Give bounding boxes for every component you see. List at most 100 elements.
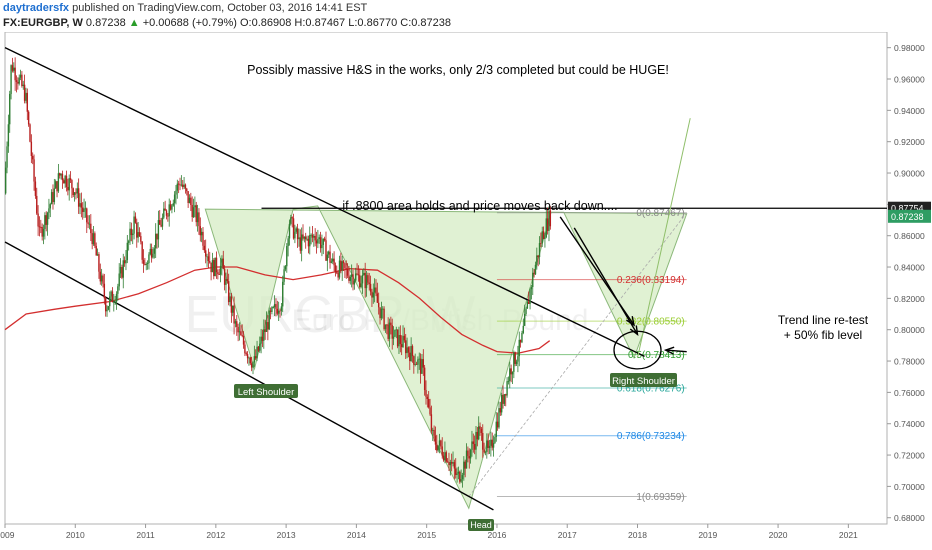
candle-body: [303, 236, 306, 239]
channel-line[interactable]: [4, 241, 494, 511]
candle-body: [140, 236, 142, 242]
arrow-head-icon: [626, 316, 636, 327]
candle-body: [537, 255, 539, 258]
label-left-shoulder[interactable]: Left Shoulder: [234, 384, 298, 398]
candle-body: [182, 184, 184, 187]
x-tick-label: 2013: [277, 530, 296, 540]
candle-body: [68, 178, 70, 191]
candle-body: [36, 195, 38, 214]
arrow-shaft[interactable]: [573, 227, 639, 335]
x-tick-label: 2018: [628, 530, 647, 540]
annotation-retest: Trend line re-test: [778, 313, 869, 327]
candle-body: [377, 302, 380, 308]
candle-body: [244, 344, 246, 354]
candle-body: [410, 346, 412, 362]
fibonacci-retracement[interactable]: 0(0.87467) 0.236(0.83194) 0.382(0.80550) 0.…: [468, 208, 688, 503]
candle-body: [415, 363, 418, 365]
candle-body: [257, 346, 260, 351]
candle-body: [326, 254, 329, 261]
candle-body: [259, 343, 261, 351]
channel-line[interactable]: [4, 47, 645, 357]
y-tick-label: 0.84000: [894, 263, 925, 273]
candle-body: [380, 308, 383, 319]
head-and-shoulders-pattern[interactable]: [204, 205, 688, 510]
change-arrow-icon: ▲: [128, 17, 140, 29]
candle-body: [355, 273, 357, 281]
candle-body: [133, 216, 135, 234]
candle-body: [449, 462, 452, 466]
candle-body: [76, 188, 79, 194]
candle-body: [18, 77, 20, 84]
candle-body: [240, 331, 242, 336]
candle-body: [175, 190, 177, 195]
y-tick-label: 0.80000: [894, 325, 925, 335]
candle-body: [90, 223, 92, 234]
y-tick-label: 0.68000: [894, 513, 925, 523]
candle-body: [275, 304, 277, 309]
author-name[interactable]: daytradersfx: [3, 2, 70, 14]
candle-body: [522, 325, 525, 333]
candle-body: [80, 203, 83, 208]
candle-body: [209, 261, 211, 263]
candle-body: [541, 231, 543, 244]
candle-body: [414, 363, 416, 365]
candle-body: [322, 238, 324, 245]
candle-body: [164, 208, 166, 211]
channel-lines[interactable]: [4, 47, 645, 511]
candle-body: [29, 124, 31, 142]
candle-body: [353, 280, 356, 285]
candle-body: [396, 329, 399, 347]
candle-body: [428, 398, 430, 408]
candle-body: [118, 273, 120, 287]
arrow-shaft[interactable]: [665, 349, 687, 353]
candle-body: [333, 258, 335, 266]
candle-body: [478, 426, 480, 440]
candle-body: [525, 308, 527, 315]
candle-body: [252, 362, 254, 368]
candle-body: [152, 253, 154, 258]
candle-body: [279, 310, 281, 312]
candle-body: [221, 258, 223, 266]
candle-body: [506, 381, 508, 396]
projection-arrows[interactable]: [559, 216, 687, 355]
time-axis-ticks: 2009 2010 2011 2012 2013 2014 2015 2016 2017 2018…: [0, 524, 858, 540]
annotation-headline: Possibly massive H&S in the works, only …: [247, 63, 669, 77]
candle-body: [161, 217, 164, 227]
candle-body: [214, 257, 216, 277]
candle-body: [421, 359, 423, 374]
candle-body: [256, 346, 258, 359]
candle-body: [82, 207, 84, 212]
candle-body: [38, 226, 41, 228]
candle-body: [77, 188, 80, 207]
candle-body: [329, 251, 331, 263]
candle-body: [145, 263, 147, 265]
candle-body: [88, 223, 91, 225]
label-right-shoulder[interactable]: Right Shoulder: [610, 373, 677, 387]
candle-body: [98, 254, 100, 272]
candle-body: [249, 357, 252, 364]
upside-projection-line[interactable]: [637, 118, 691, 359]
candle-body: [523, 314, 526, 326]
candle-body: [86, 208, 88, 223]
price-chart[interactable]: 0.980000.960000.940000.920000.900000.880…: [0, 32, 932, 550]
candle-body: [104, 298, 107, 312]
candle-body: [440, 440, 442, 447]
label-head[interactable]: Head: [468, 519, 494, 531]
candle-body: [368, 282, 370, 284]
candle-body: [125, 260, 127, 264]
candle-body: [369, 283, 372, 292]
candle-body: [222, 258, 224, 269]
candle-body: [198, 212, 200, 227]
candle-body: [376, 293, 379, 303]
candle-body: [245, 353, 247, 355]
candle-body: [332, 258, 334, 262]
candle-body: [190, 197, 192, 206]
candle-body: [422, 359, 424, 368]
candle-body: [253, 356, 256, 363]
price-axis[interactable]: [887, 32, 932, 524]
candle-body: [453, 462, 456, 469]
candle-body: [455, 468, 457, 475]
target-circle[interactable]: [613, 330, 662, 370]
candle-body: [103, 283, 106, 299]
candle-body: [169, 204, 172, 210]
